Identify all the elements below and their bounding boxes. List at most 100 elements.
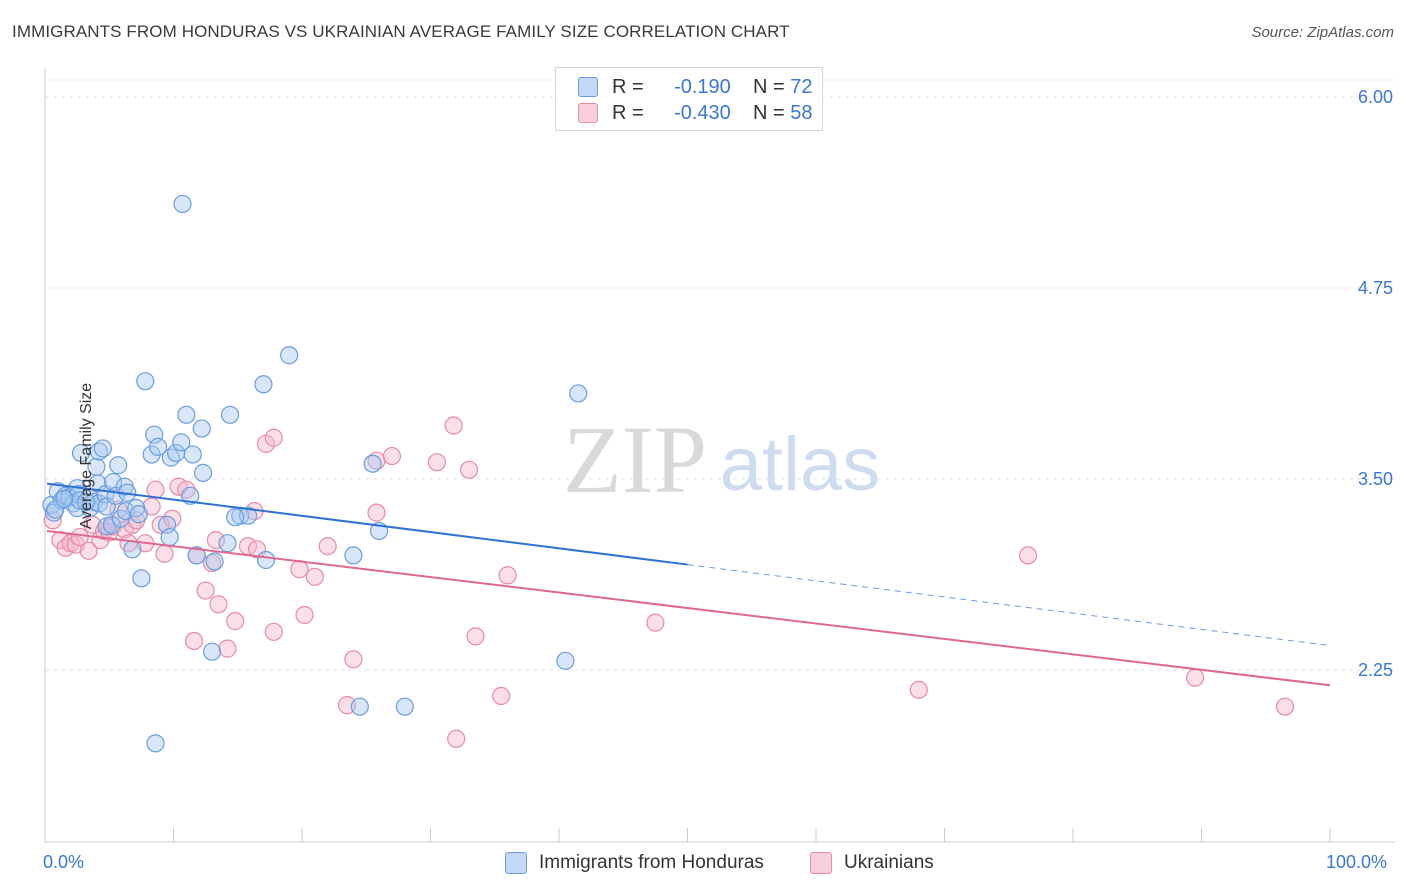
honduras-point — [569, 384, 588, 403]
ukrainians-point — [290, 560, 309, 579]
ukrainians-point — [155, 544, 174, 563]
ukrainians-point — [196, 581, 215, 600]
ukrainians-point — [79, 541, 98, 560]
honduras-point — [183, 445, 202, 464]
ukrainians-point — [447, 729, 466, 748]
honduras-point — [395, 697, 414, 716]
honduras-point — [172, 433, 191, 452]
y-tick-label: 4.75 — [1358, 278, 1393, 298]
watermark-zip: ZIP — [563, 406, 707, 513]
honduras-trend-dashed — [687, 564, 1331, 647]
honduras-point — [136, 372, 155, 391]
legend-r-label: R = — [612, 101, 644, 124]
ukrainians-point — [209, 595, 228, 614]
ukrainians-point — [466, 627, 485, 646]
honduras-point — [181, 486, 200, 505]
honduras-point — [192, 419, 211, 438]
honduras-point — [93, 439, 112, 458]
legend-r-value: -0.190 — [674, 75, 731, 98]
legend-r-label: R = — [612, 75, 644, 98]
legend-swatch-pink — [810, 852, 832, 874]
ukrainians-point — [459, 460, 479, 479]
ukrainians-trend — [46, 529, 1331, 687]
ukrainians-point — [427, 453, 447, 472]
honduras-point — [109, 456, 128, 475]
honduras-point — [256, 550, 276, 570]
honduras-point — [160, 527, 179, 547]
grid-lines — [45, 79, 1395, 671]
ukrainians-point — [43, 511, 62, 530]
chart-title: IMMIGRANTS FROM HONDURAS VS UKRAINIAN AV… — [12, 22, 790, 41]
ukrainians-point — [295, 605, 314, 625]
ukrainians-point — [264, 622, 283, 641]
legend-row-honduras: R = -0.190 N = 72 — [578, 75, 813, 99]
honduras-point — [70, 491, 89, 510]
ukrainians-point — [1185, 668, 1205, 687]
ukrainians-point — [492, 686, 511, 706]
honduras-point — [218, 534, 237, 553]
source-label: Source: ZipAtlas.com — [1251, 24, 1394, 41]
honduras-point — [129, 505, 148, 524]
y-tick-label: 2.25 — [1358, 660, 1393, 680]
ukrainians-point — [264, 428, 283, 447]
legend-item-ukrainians: Ukrainians — [810, 852, 934, 874]
ukrainians-points — [43, 416, 1295, 748]
honduras-point — [173, 194, 192, 214]
ukrainians-point — [184, 631, 204, 651]
ukrainians-point — [226, 612, 245, 631]
legend-swatch-pink — [578, 103, 598, 123]
ukrainians-point — [218, 639, 237, 658]
honduras-point — [205, 552, 224, 571]
trend-lines — [46, 482, 1331, 687]
honduras-point — [177, 405, 196, 424]
legend-r-value: -0.430 — [674, 101, 731, 124]
honduras-point — [350, 697, 369, 716]
ukrainians-point — [367, 503, 386, 522]
ukrainians-point — [646, 613, 665, 632]
honduras-point — [363, 454, 382, 473]
ukrainians-point — [151, 515, 170, 534]
x-tick-max: 100.0% — [1326, 852, 1388, 872]
honduras-point — [254, 375, 273, 394]
y-tick-label: 6.00 — [1358, 87, 1393, 107]
watermark: ZIP atlas — [563, 406, 880, 513]
honduras-point — [132, 569, 151, 588]
honduras-point — [146, 734, 165, 753]
ukrainians-point — [305, 567, 324, 586]
honduras-point — [220, 405, 240, 424]
honduras-point — [69, 485, 88, 504]
honduras-point — [142, 445, 161, 464]
y-tick-label: 3.50 — [1358, 469, 1393, 489]
ukrainians-point — [1275, 697, 1295, 716]
honduras-point — [71, 443, 91, 463]
honduras-trend-solid — [46, 482, 688, 566]
legend-n-value: 72 — [790, 75, 813, 98]
x-tick-min: 0.0% — [43, 852, 85, 872]
ukrainians-point — [909, 680, 928, 699]
legend-n-value: 58 — [790, 101, 813, 124]
honduras-point — [280, 346, 299, 365]
legend-label-honduras: Immigrants from Honduras — [539, 852, 764, 873]
ukrainians-point — [318, 537, 337, 556]
honduras-point — [102, 515, 121, 534]
ukrainians-point — [344, 650, 363, 669]
honduras-point — [148, 437, 168, 457]
honduras-point — [556, 651, 575, 670]
legend-n-label: N = — [753, 75, 785, 98]
ukrainians-point — [498, 566, 517, 585]
y-tick-labels: 2.25 3.50 4.75 6.00 — [1358, 87, 1393, 680]
honduras-point — [77, 492, 96, 512]
correlation-legend: R = -0.190 N = 72 R = -0.430 N = 58 — [555, 67, 823, 131]
series-legend: Immigrants from Honduras Ukrainians — [0, 852, 1406, 878]
y-axis-label: Average Family Size — [78, 382, 96, 530]
ukrainians-point — [444, 416, 463, 435]
watermark-atlas: atlas — [720, 422, 881, 507]
honduras-point — [55, 489, 74, 508]
legend-item-honduras: Immigrants from Honduras — [505, 852, 764, 874]
axes — [44, 68, 1395, 843]
ukrainians-point — [70, 527, 89, 547]
ukrainians-point — [206, 531, 226, 550]
legend-swatch-blue — [505, 852, 527, 874]
honduras-point — [104, 472, 123, 492]
